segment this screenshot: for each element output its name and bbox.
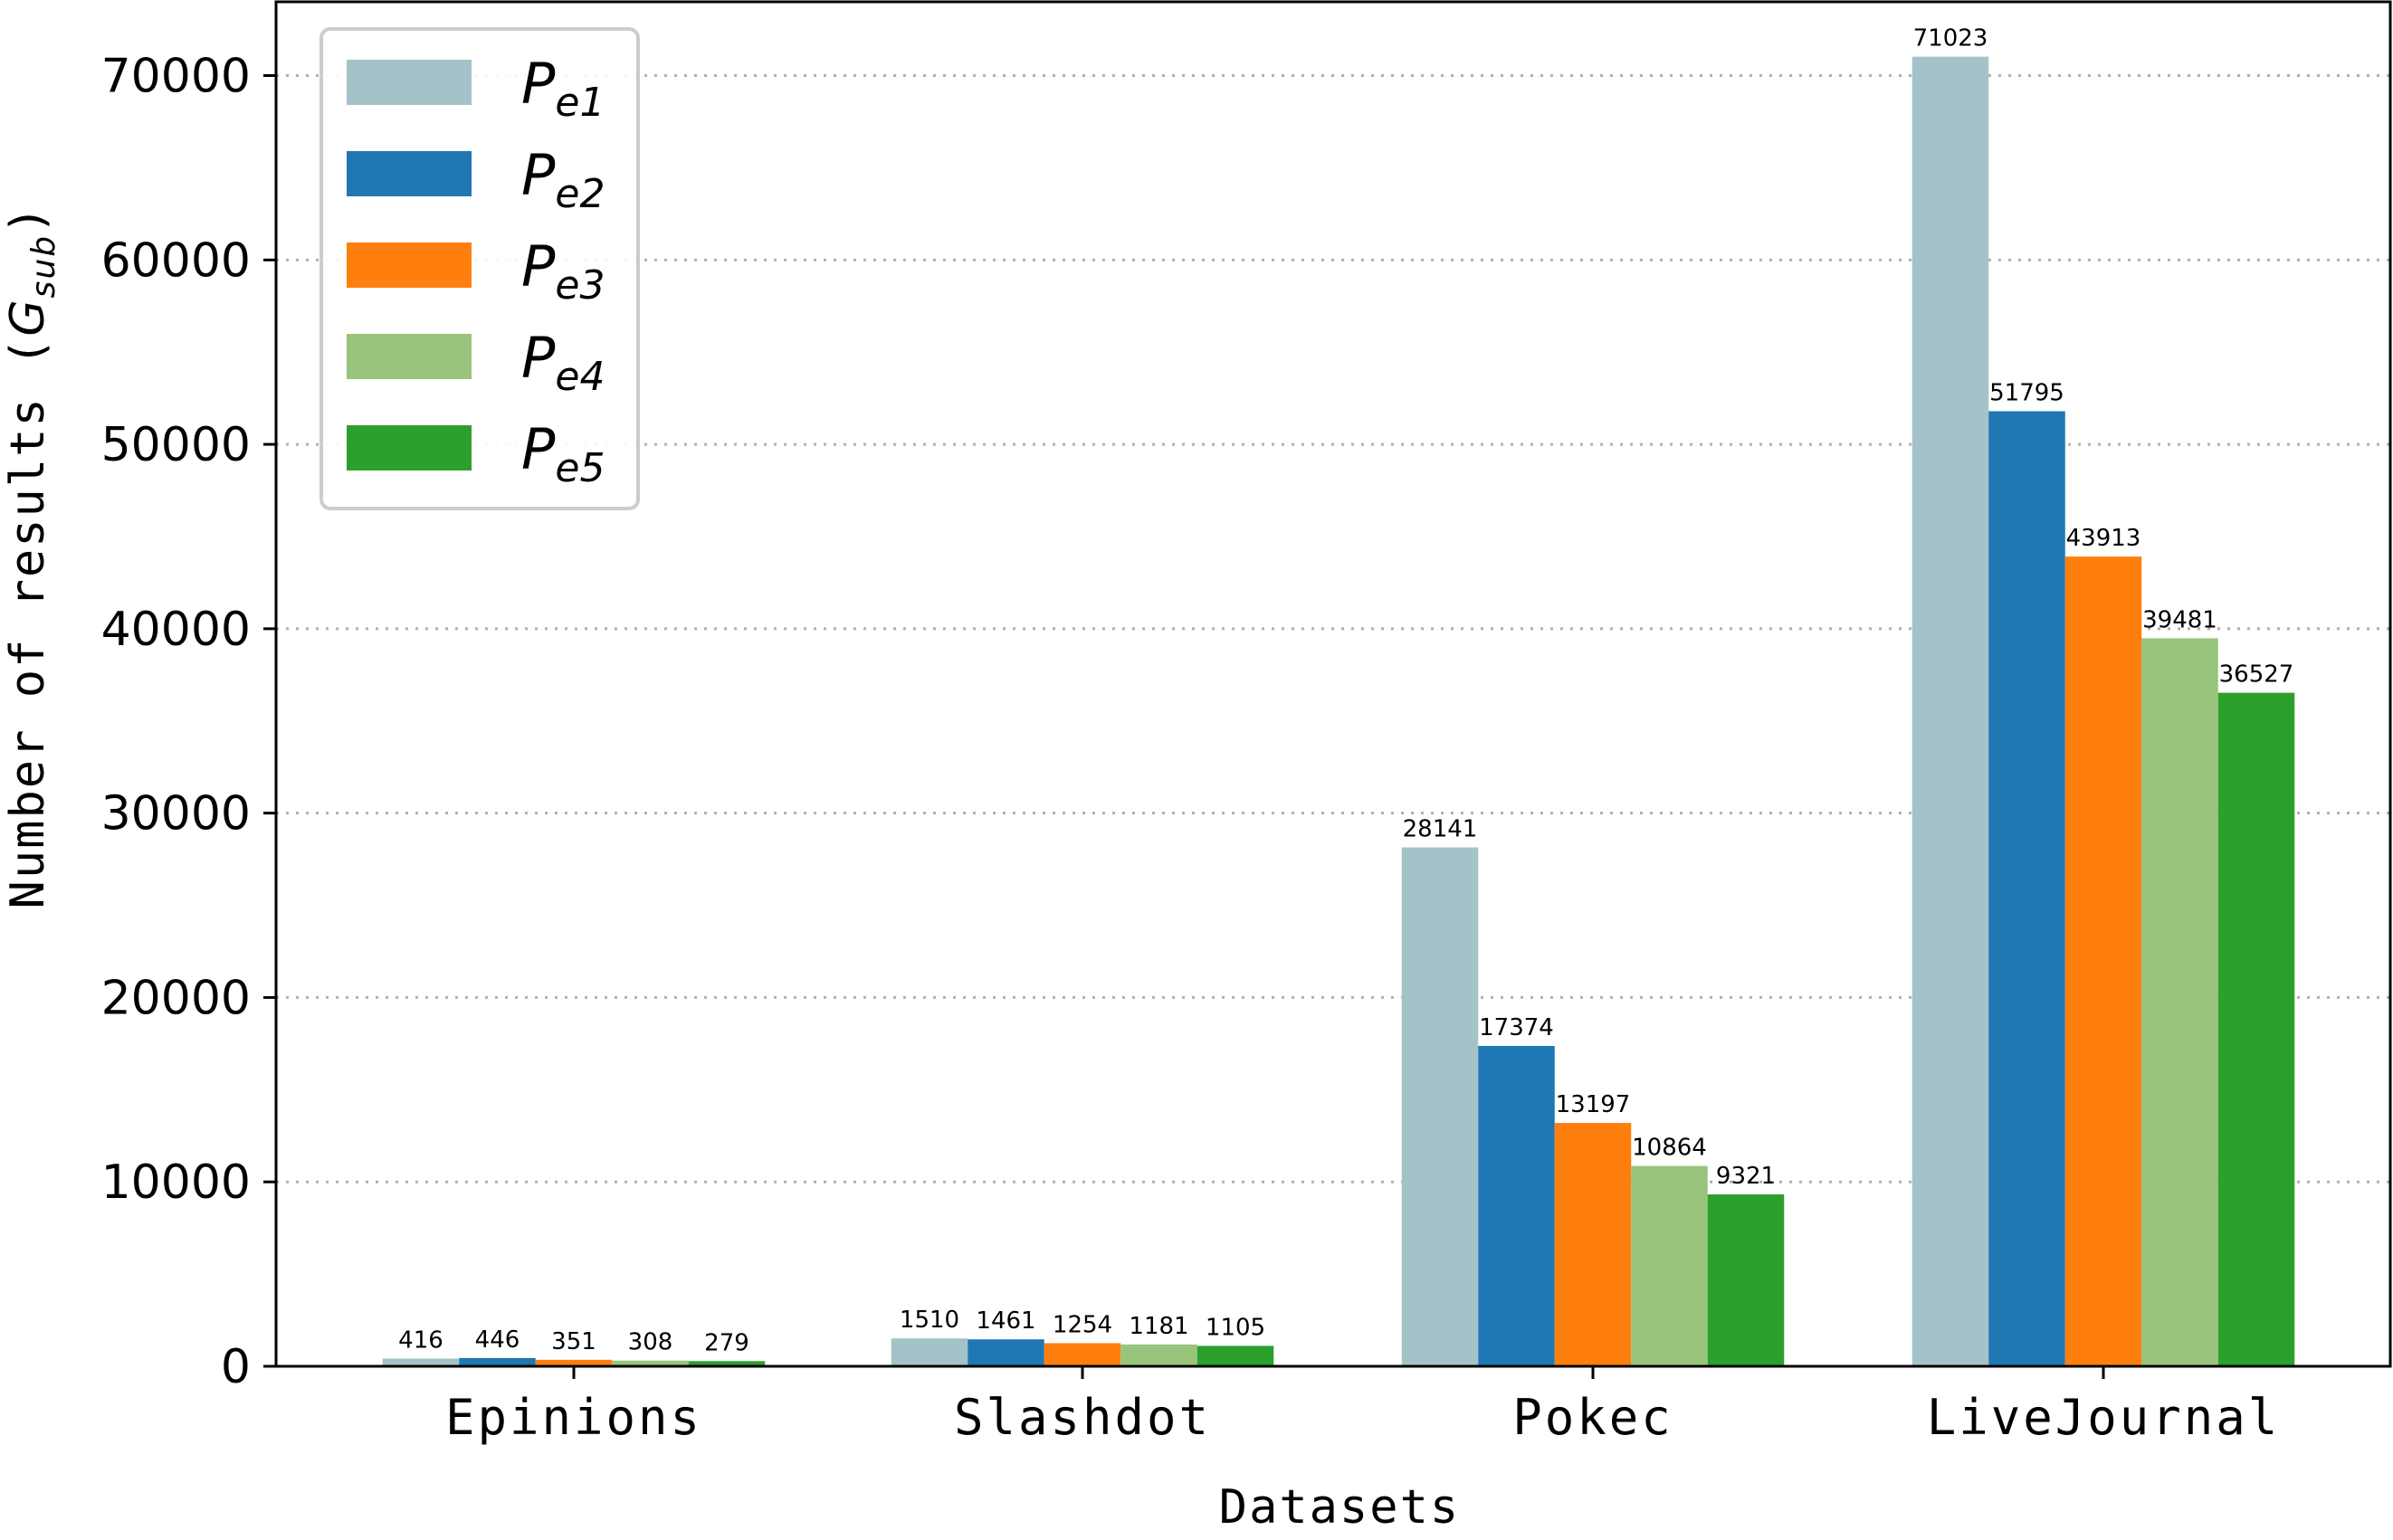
bar-slashdot-e2 (968, 1339, 1044, 1366)
legend-swatch-e5 (347, 425, 472, 471)
bar-livejournal-e5 (2217, 692, 2295, 1366)
legend-label-e5: Pe5 (521, 416, 605, 491)
data-label-epinions-e2: 446 (475, 1326, 520, 1354)
y-axis-title: Number of results (Gsub) (1, 204, 62, 909)
y-tick-label: 40000 (101, 603, 251, 657)
data-labels: 416 446 351 308 279 1510 1461 1254 1181 1105 28141… (398, 25, 2293, 1357)
data-label-epinions-e4: 308 (628, 1329, 673, 1356)
legend-label-e1: Pe1 (521, 51, 605, 126)
data-label-pokec-e5: 9321 (1716, 1163, 1776, 1190)
y-tick-label: 0 (221, 1340, 251, 1394)
data-label-pokec-e4: 10864 (1632, 1135, 1707, 1162)
y-tick-label: 30000 (101, 787, 251, 841)
bars (382, 56, 2295, 1367)
x-tick-label-epinions: Epinions (445, 1389, 702, 1446)
bar-livejournal-e2 (1988, 411, 2065, 1366)
data-label-livejournal-e1: 71023 (1913, 25, 1988, 52)
legend-label-e3: Pe3 (521, 233, 605, 309)
grid-lines (276, 74, 2390, 1184)
bar-pokec-e5 (1707, 1194, 1785, 1366)
y-tick-label: 50000 (101, 418, 251, 472)
x-axis-title: Datasets (1219, 1480, 1460, 1535)
bar-slashdot-e4 (1120, 1344, 1197, 1366)
bar-pokec-e3 (1554, 1123, 1632, 1366)
x-tick-label-slashdot: Slashdot (954, 1389, 1211, 1446)
bar-livejournal-e1 (1912, 56, 1989, 1367)
data-label-slashdot-e3: 1254 (1053, 1311, 1112, 1338)
data-label-livejournal-e4: 39481 (2142, 606, 2217, 633)
data-label-livejournal-e3: 43913 (2066, 525, 2141, 552)
y-axis-title-close: ) (1, 204, 55, 234)
axes: 0 10000 20000 30000 40000 50000 60000 70000 Epin… (101, 0, 2392, 1446)
legend-swatch-e4 (347, 334, 472, 379)
data-label-livejournal-e2: 51795 (1989, 380, 2064, 407)
bar-epinions-e1 (382, 1358, 460, 1366)
bar-slashdot-e1 (891, 1338, 968, 1366)
data-label-epinions-e1: 416 (398, 1327, 443, 1355)
x-tick-label-pokec: Pokec (1512, 1389, 1673, 1446)
bar-epinions-e4 (612, 1360, 689, 1366)
y-axis-title-main: Number of results ( (1, 337, 55, 909)
x-tick-label-livejournal: LiveJournal (1927, 1389, 2281, 1446)
y-axis-title-symbol: G (1, 298, 55, 336)
bar-pokec-e4 (1631, 1165, 1708, 1366)
y-tick-label: 10000 (101, 1155, 251, 1210)
bar-livejournal-e4 (2141, 638, 2218, 1366)
data-label-pokec-e1: 28141 (1403, 816, 1478, 843)
data-label-livejournal-e5: 36527 (2219, 661, 2294, 689)
data-label-slashdot-e2: 1461 (976, 1307, 1035, 1335)
y-axis-title-subscript: sub (25, 234, 62, 298)
legend-label-e2: Pe2 (521, 142, 605, 217)
data-label-slashdot-e1: 1510 (900, 1307, 959, 1334)
plot-frame (274, 0, 2392, 1368)
legend-label-e4: Pe4 (521, 325, 605, 400)
data-label-slashdot-e5: 1105 (1206, 1314, 1265, 1341)
legend-swatch-e1 (347, 60, 472, 105)
data-label-pokec-e2: 17374 (1479, 1014, 1554, 1041)
bar-epinions-e2 (459, 1357, 536, 1366)
bar-slashdot-e3 (1044, 1343, 1121, 1366)
bar-livejournal-e3 (2064, 556, 2142, 1366)
legend-swatch-e2 (347, 151, 472, 196)
bar-slashdot-e5 (1196, 1345, 1274, 1366)
y-tick-label: 70000 (101, 50, 251, 104)
legend-box (319, 27, 640, 510)
data-label-slashdot-e4: 1181 (1129, 1313, 1188, 1340)
legend-swatch-e3 (347, 242, 472, 288)
bar-epinions-e3 (535, 1359, 613, 1366)
bar-epinions-e5 (688, 1361, 766, 1366)
legend: Pe1 Pe2 Pe3 Pe4 Pe5 (319, 27, 640, 510)
data-label-pokec-e3: 13197 (1556, 1091, 1631, 1118)
bar-pokec-e1 (1401, 847, 1479, 1366)
y-tick-label: 60000 (101, 233, 251, 288)
data-label-epinions-e5: 279 (704, 1329, 749, 1356)
data-label-epinions-e3: 351 (551, 1328, 596, 1355)
bar-pokec-e2 (1478, 1045, 1555, 1366)
y-tick-label: 20000 (101, 971, 251, 1025)
